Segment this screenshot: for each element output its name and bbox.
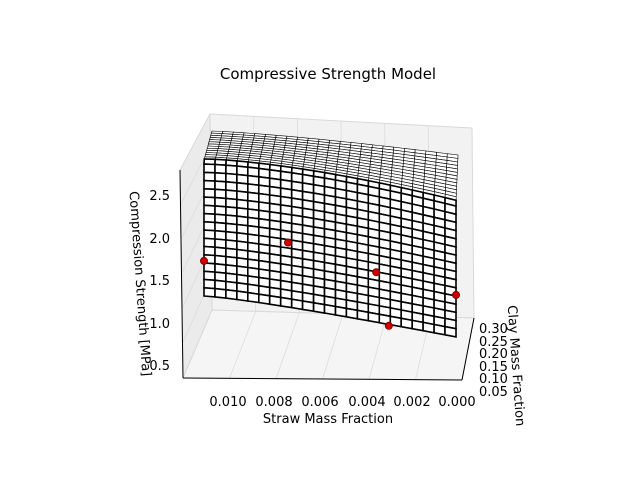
surface-face (203, 196, 216, 207)
data-point (372, 268, 381, 277)
pane-gridline (322, 313, 344, 380)
x-axis-line (182, 377, 463, 381)
z-tick-label: 1.5 (149, 274, 170, 289)
surface-face (400, 317, 414, 330)
surface-face (312, 301, 326, 314)
surface-face (345, 307, 359, 320)
surface-face (203, 163, 216, 174)
surface-face (203, 220, 216, 232)
z-axis-line (179, 169, 184, 379)
surface-face (334, 305, 348, 318)
surface-face (203, 187, 216, 199)
y-axis-line (461, 317, 475, 381)
y-tick-label: 0.25 (479, 335, 508, 350)
data-point (283, 238, 292, 247)
surface-face (279, 296, 293, 309)
surface-face (257, 293, 271, 306)
surface-face (203, 179, 216, 191)
x-tick-label: 0.000 (438, 395, 475, 410)
axis-ticks: 0.5 1.0 1.5 2.0 2.5 0.010 0.008 0.006 0.… (149, 189, 508, 410)
y-tick-label: 0.10 (479, 372, 508, 387)
x-tick-label: 0.010 (209, 395, 246, 410)
surface-face (268, 294, 282, 307)
surface-face (214, 287, 227, 299)
surface-face (323, 303, 337, 316)
measured-points (199, 238, 460, 330)
x-axis-label: Straw Mass Fraction (263, 412, 393, 427)
surface-face (225, 288, 238, 301)
surface-face (422, 321, 435, 334)
x-tick-label: 0.006 (301, 395, 338, 410)
surface-face (247, 291, 260, 304)
pane-gridline (229, 311, 257, 379)
z-tick-label: 1.0 (149, 317, 170, 332)
x-tick-label: 0.004 (348, 395, 385, 410)
y-tick-label: 0.15 (479, 360, 508, 375)
chart-title: Compressive Strength Model (220, 65, 436, 83)
y-tick-label: 0.30 (479, 322, 508, 337)
surface-face (367, 311, 381, 324)
surface-face (203, 212, 216, 224)
x-tick-label: 0.008 (255, 395, 292, 410)
y-tick-label: 0.05 (479, 385, 508, 400)
surface-face (203, 204, 216, 216)
z-tick-label: 0.5 (149, 359, 170, 374)
surface-face (236, 290, 249, 302)
surface-face (356, 309, 370, 322)
data-point (451, 290, 460, 299)
pane-gridline (275, 312, 300, 379)
surface-face (290, 298, 304, 311)
surface-faces (203, 130, 459, 338)
surface-face (301, 300, 315, 313)
surface-face (433, 323, 446, 336)
data-point (199, 256, 208, 265)
model-surface (203, 130, 459, 338)
x-tick-label: 0.002 (393, 395, 430, 410)
y-tick-label: 0.20 (479, 347, 508, 362)
z-tick-label: 2.0 (149, 232, 170, 247)
surface-face (203, 286, 216, 298)
surface-face (444, 325, 457, 338)
surface-face (411, 319, 424, 332)
data-point (384, 321, 393, 330)
pane-gridline (368, 315, 388, 380)
z-tick-label: 2.5 (149, 189, 170, 204)
surface-face (203, 171, 216, 182)
